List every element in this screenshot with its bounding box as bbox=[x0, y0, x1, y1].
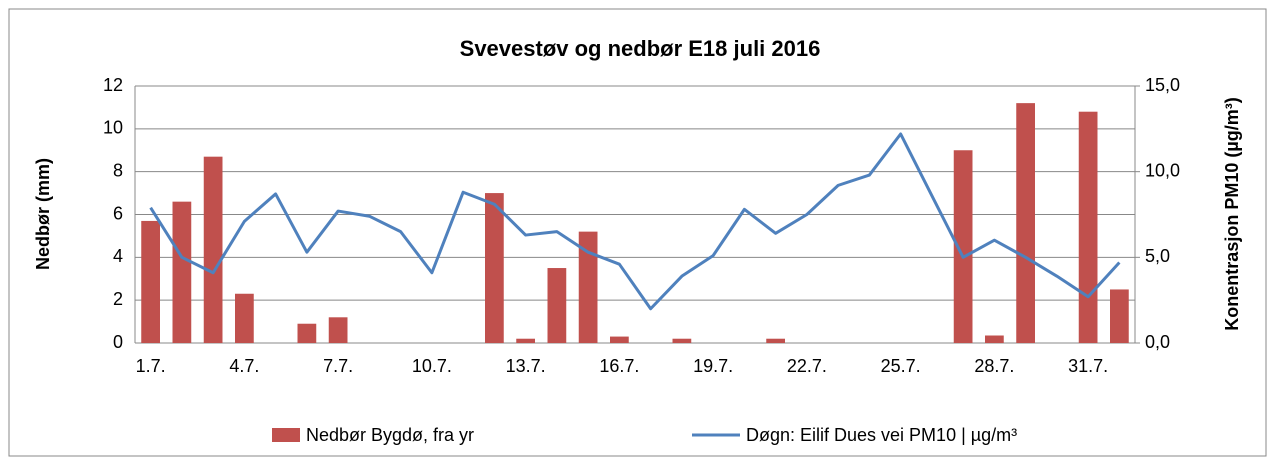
chart-border bbox=[8, 8, 1267, 457]
bar bbox=[578, 231, 598, 343]
bar bbox=[328, 317, 348, 343]
bar bbox=[547, 268, 567, 343]
y-tick-label: 8 bbox=[113, 160, 123, 180]
bar bbox=[485, 193, 504, 343]
bar bbox=[672, 338, 692, 343]
x-tick-label: 10.7. bbox=[412, 356, 452, 376]
x-tick-label: 16.7. bbox=[599, 356, 639, 376]
line bbox=[149, 132, 1121, 311]
y-tick-label: 2 bbox=[113, 289, 123, 309]
legend-swatch bbox=[272, 428, 300, 442]
y-axis-label: Nedbør (mm) bbox=[33, 158, 53, 270]
legend-label: Nedbør Bygdø, fra yr bbox=[306, 425, 474, 445]
y-tick-label: 6 bbox=[113, 203, 123, 223]
bar bbox=[516, 338, 535, 343]
y-tick-label: 4 bbox=[113, 246, 123, 266]
bar bbox=[766, 338, 785, 343]
y-tick-label: 12 bbox=[103, 75, 123, 95]
bar bbox=[297, 323, 317, 343]
bar bbox=[141, 220, 160, 343]
y2-tick-label: 0,0 bbox=[1145, 332, 1170, 352]
bar bbox=[953, 150, 973, 343]
bar bbox=[203, 156, 223, 343]
x-tick-label: 13.7. bbox=[506, 356, 546, 376]
bar bbox=[985, 335, 1004, 343]
y-tick-label: 0 bbox=[113, 332, 123, 352]
x-tick-label: 25.7. bbox=[881, 356, 921, 376]
x-tick-label: 1.7. bbox=[136, 356, 166, 376]
x-tick-label: 31.7. bbox=[1068, 356, 1108, 376]
x-tick-label: 4.7. bbox=[229, 356, 259, 376]
bar bbox=[1110, 289, 1129, 343]
y2-axis-label: Konentrasjon PM10 (µg/m³) bbox=[1222, 97, 1242, 330]
y-tick-label: 10 bbox=[103, 118, 123, 138]
y2-tick-label: 10,0 bbox=[1145, 160, 1180, 180]
chart-title: Svevestøv og nedbør E18 juli 2016 bbox=[460, 36, 821, 61]
x-tick-label: 7.7. bbox=[323, 356, 353, 376]
x-tick-label: 19.7. bbox=[693, 356, 733, 376]
bar bbox=[1078, 111, 1098, 343]
x-tick-label: 28.7. bbox=[974, 356, 1014, 376]
x-tick-label: 22.7. bbox=[787, 356, 827, 376]
bar bbox=[235, 293, 254, 343]
y2-tick-label: 15,0 bbox=[1145, 75, 1180, 95]
legend-label: Døgn: Eilif Dues vei PM10 | µg/m³ bbox=[746, 425, 1017, 445]
bar bbox=[1016, 103, 1035, 343]
bar bbox=[610, 336, 629, 343]
bar bbox=[172, 201, 192, 343]
y2-tick-label: 5,0 bbox=[1145, 246, 1170, 266]
